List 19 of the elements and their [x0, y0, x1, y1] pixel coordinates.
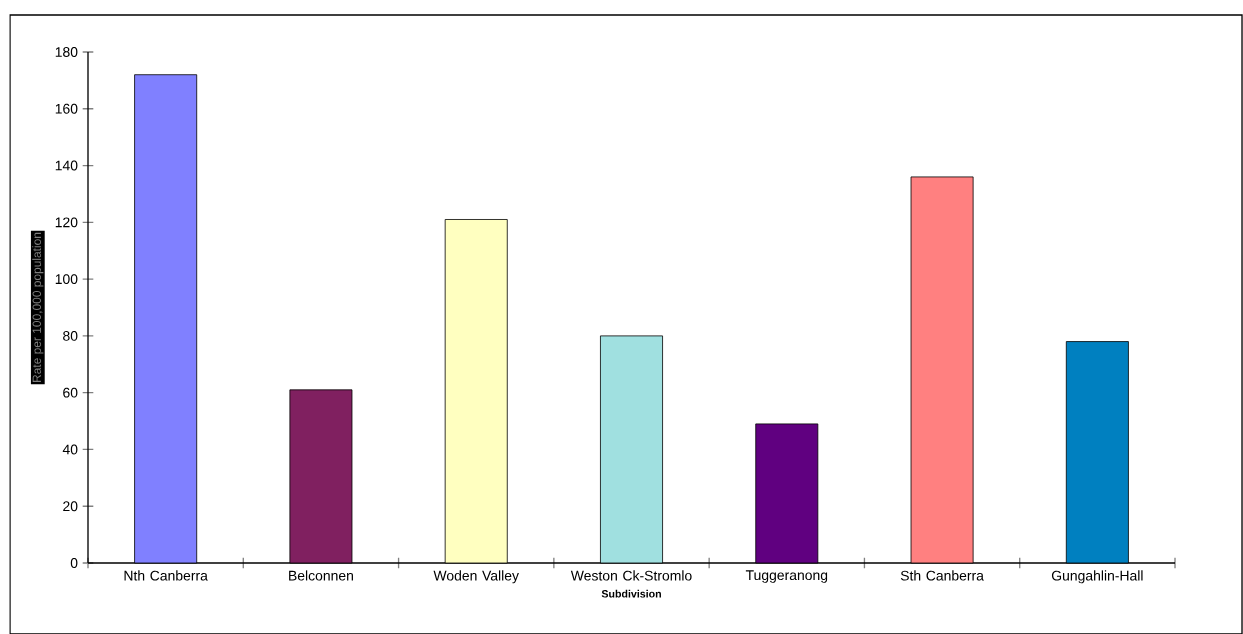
- y-tick-label: 100: [55, 274, 78, 285]
- x-axis-title: Subdivision: [601, 589, 661, 598]
- y-axis-title: Rate per 100,000 population: [32, 232, 44, 382]
- y-tick-label: 120: [55, 217, 78, 228]
- x-tick-label: Nth Canberra: [124, 570, 208, 581]
- x-tick-label: Weston Ck-Stromlo: [570, 570, 692, 581]
- y-tick-label: 20: [63, 501, 78, 512]
- y-tick-label: 180: [55, 47, 78, 57]
- y-tick-label: 60: [63, 387, 78, 398]
- y-tick-label: 0: [70, 558, 78, 568]
- x-tick-label: Sth Canberra: [900, 570, 984, 581]
- x-tick-label: Woden Valley: [433, 570, 519, 584]
- y-tick-label: 80: [63, 330, 78, 341]
- y-tick-label: 40: [62, 444, 78, 455]
- x-tick-label: Gungahlin-Hall: [1051, 570, 1143, 584]
- x-tick-label: Tuggeranong: [745, 570, 828, 583]
- y-tick-label: 140: [55, 160, 78, 171]
- y-tick-label: 160: [55, 103, 78, 114]
- x-tick-label: Belconnen: [289, 570, 353, 581]
